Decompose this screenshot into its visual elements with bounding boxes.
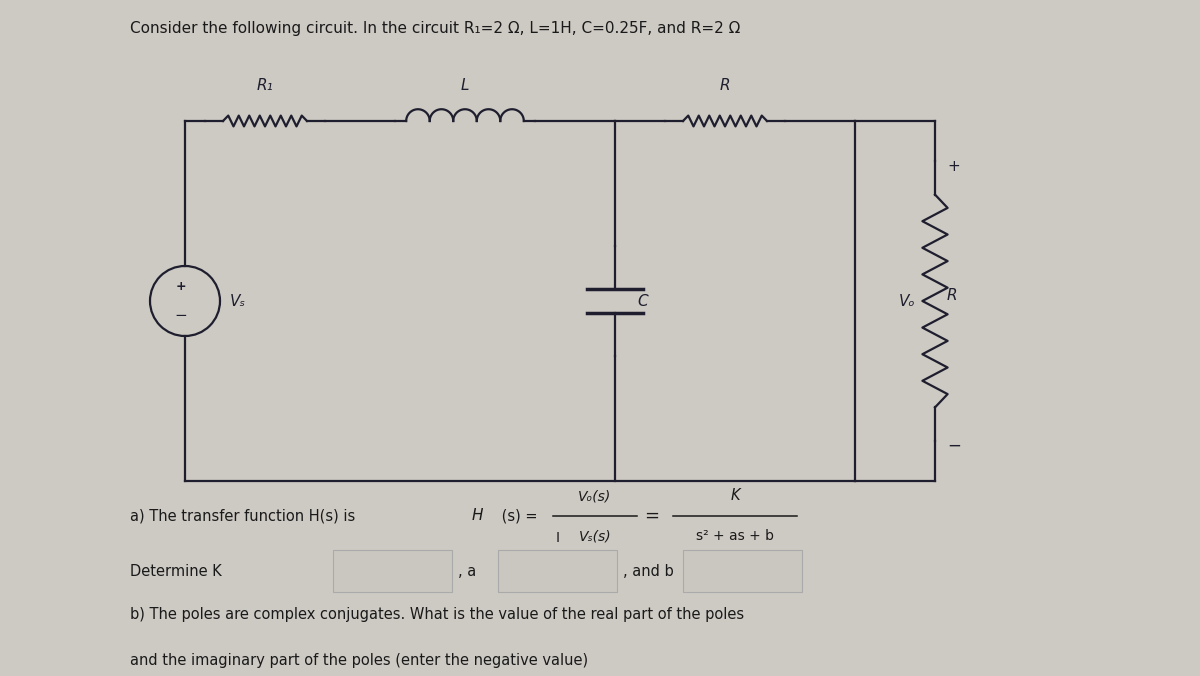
FancyBboxPatch shape <box>334 550 452 592</box>
Text: I: I <box>556 531 559 545</box>
Text: L: L <box>461 78 469 93</box>
Text: , a: , a <box>458 564 476 579</box>
Text: H: H <box>472 508 484 523</box>
Text: s² + as + b: s² + as + b <box>696 529 774 543</box>
Text: −: − <box>175 308 187 324</box>
Text: +: + <box>947 158 960 174</box>
Text: Vₛ(s): Vₛ(s) <box>578 529 611 543</box>
Text: (s) =: (s) = <box>497 508 538 523</box>
Text: a) The transfer function H(s) is: a) The transfer function H(s) is <box>130 508 360 523</box>
FancyBboxPatch shape <box>498 550 617 592</box>
Text: C: C <box>637 293 648 308</box>
Text: Vₛ: Vₛ <box>230 293 246 308</box>
Text: Determine K: Determine K <box>130 564 222 579</box>
Text: , and b: , and b <box>623 564 673 579</box>
Text: and the imaginary part of the poles (enter the negative value): and the imaginary part of the poles (ent… <box>130 652 588 667</box>
FancyBboxPatch shape <box>683 550 802 592</box>
Text: R: R <box>947 289 958 304</box>
Text: Consider the following circuit. In the circuit R₁=2 Ω, L=1H, C=0.25F, and R=2 Ω: Consider the following circuit. In the c… <box>130 20 740 36</box>
Text: K: K <box>730 489 740 504</box>
Text: Vₒ(s): Vₒ(s) <box>578 489 612 503</box>
Text: b) The poles are complex conjugates. What is the value of the real part of the p: b) The poles are complex conjugates. Wha… <box>130 606 744 621</box>
Text: +: + <box>175 279 186 293</box>
Text: R₁: R₁ <box>257 78 274 93</box>
Text: −: − <box>947 437 961 455</box>
Text: Vₒ: Vₒ <box>899 293 916 308</box>
Text: R: R <box>720 78 731 93</box>
Text: =: = <box>644 507 660 525</box>
